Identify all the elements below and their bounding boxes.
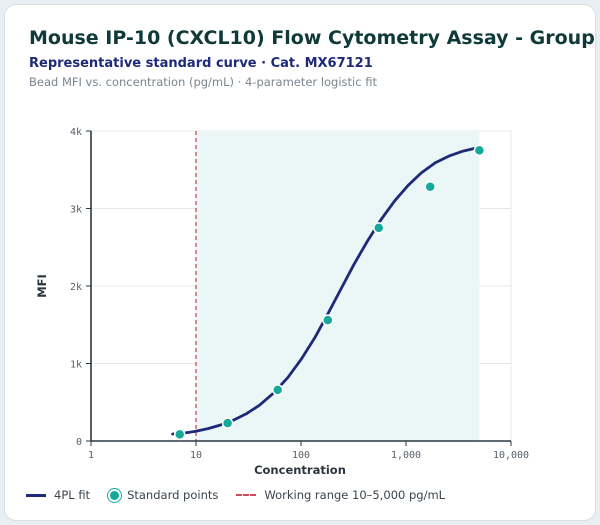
y-tick-label: 0 xyxy=(76,437,82,448)
x-tick-label: 1,000 xyxy=(391,450,421,461)
x-tick-label: 1 xyxy=(88,450,94,461)
x-tick-label: 10,000 xyxy=(493,450,529,461)
legend-swatch-line xyxy=(26,493,46,497)
legend-swatch-dot xyxy=(108,488,122,502)
legend-label-points: Standard points xyxy=(127,488,219,502)
x-tick-label: 100 xyxy=(292,450,310,461)
standard-point xyxy=(424,181,436,193)
x-tick-label: 10 xyxy=(190,450,202,461)
axes: 1 10 100 1,000 10,000 0 1k 2k 3k 4k xyxy=(70,127,529,461)
y-tick-label: 4k xyxy=(70,127,82,138)
chart-note: Bead MFI vs. concentration (pg/mL) · 4-p… xyxy=(29,75,377,89)
chart-title: Mouse IP-10 (CXCL10) Flow Cytometry Assa… xyxy=(29,27,600,49)
y-axis-title: MFI xyxy=(35,274,49,298)
legend: 4PL fit Standard points Working range 10… xyxy=(26,488,463,502)
legend-label-range: Working range 10–5,000 pg/mL xyxy=(264,488,446,502)
standard-point xyxy=(473,144,486,157)
legend-item-range: Working range 10–5,000 pg/mL xyxy=(236,488,445,502)
standard-point xyxy=(271,384,284,396)
legend-swatch-dash xyxy=(236,494,257,496)
standard-point xyxy=(322,314,334,326)
chart-subtitle: Representative standard curve · Cat. MX6… xyxy=(29,56,373,71)
legend-item-fit: 4PL fit xyxy=(26,488,90,502)
working-range xyxy=(195,131,480,441)
y-tick-label: 2k xyxy=(70,282,82,293)
legend-label-fit: 4PL fit xyxy=(54,488,91,502)
series xyxy=(171,144,486,441)
standard-point xyxy=(372,222,385,234)
working-range-band xyxy=(196,131,480,441)
standard-point xyxy=(173,428,186,441)
legend-item-points: Standard points xyxy=(108,488,218,502)
y-tick-label: 1k xyxy=(70,360,82,371)
standard-point xyxy=(221,417,234,429)
x-axis-title: Concentration xyxy=(254,463,346,477)
fit-curve-line xyxy=(171,145,481,436)
y-tick-label: 3k xyxy=(70,205,82,216)
